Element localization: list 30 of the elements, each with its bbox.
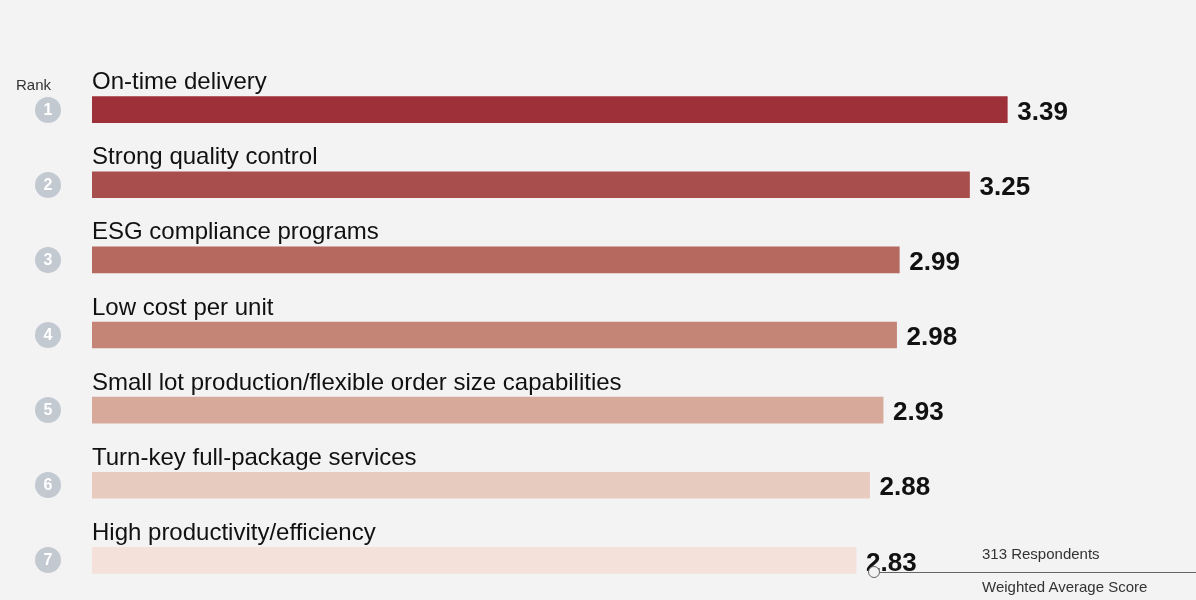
bar <box>92 396 884 424</box>
data-label: 3.39 <box>1017 95 1068 126</box>
circle-icon: 5 <box>35 397 61 424</box>
circle-icon: 7 <box>35 547 61 574</box>
y-tick-label: Turn-key full-package services <box>92 442 417 470</box>
circle-icon: 1 <box>35 96 61 123</box>
y-tick-label: On-time delivery <box>92 67 267 95</box>
text: Rank <box>16 76 52 93</box>
y-tick-label: Low cost per unit <box>92 292 274 320</box>
bar <box>92 171 970 199</box>
circle-icon: 4 <box>35 322 61 348</box>
data-label: 3.25 <box>979 170 1031 201</box>
data-label: 2.88 <box>879 471 931 502</box>
data-label: 2.93 <box>893 396 944 427</box>
annotation: 313 Respondents <box>982 545 1100 562</box>
data-label: 2.98 <box>906 321 958 352</box>
y-tick-label: Small lot production/flexible order size capabilities <box>92 367 622 395</box>
bar <box>92 246 900 274</box>
circle-icon: 6 <box>35 472 61 499</box>
circle-icon: 2 <box>35 171 61 198</box>
y-tick-label: High productivity/efficiency <box>92 518 376 546</box>
bar <box>92 547 857 574</box>
y-tick-label: Strong quality control <box>92 142 318 170</box>
text: Weighted Average Score <box>982 578 1148 595</box>
bar <box>92 96 1008 123</box>
circle-icon: 3 <box>35 246 61 273</box>
bar <box>92 321 897 349</box>
data-label: 2.99 <box>909 246 960 277</box>
y-tick-label: ESG compliance programs <box>92 217 379 245</box>
bar <box>92 471 870 499</box>
